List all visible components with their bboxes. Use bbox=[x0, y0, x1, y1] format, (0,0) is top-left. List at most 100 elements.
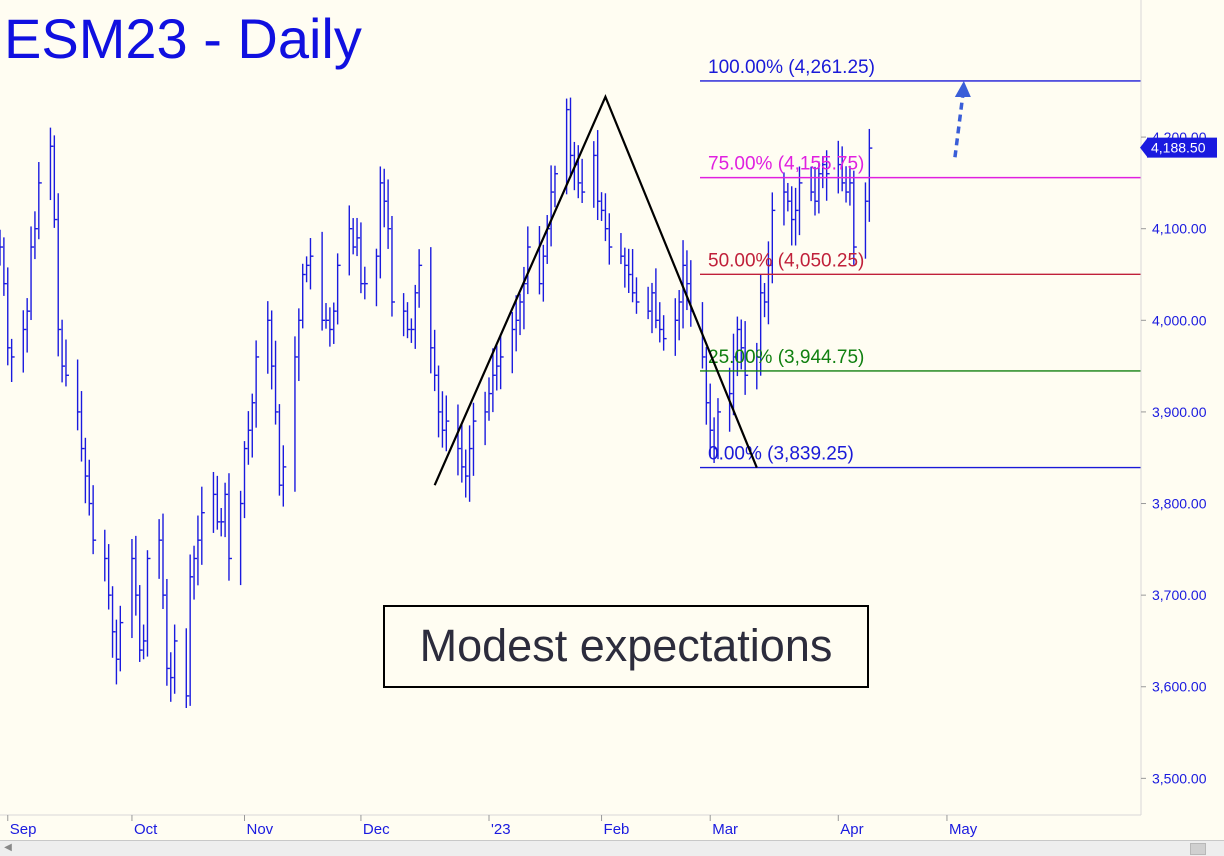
price-bar bbox=[173, 624, 178, 694]
price-bar bbox=[379, 166, 384, 279]
price-bar bbox=[682, 240, 687, 329]
price-bar bbox=[364, 266, 368, 300]
price-bar bbox=[678, 290, 683, 341]
price-bar bbox=[732, 333, 737, 416]
x-tick-label: Nov bbox=[247, 821, 274, 838]
price-bar bbox=[822, 156, 826, 189]
x-tick-label: Sep bbox=[10, 821, 37, 838]
horizontal-scrollbar[interactable]: ◀ bbox=[0, 840, 1224, 856]
x-tick-label: Apr bbox=[840, 821, 863, 838]
price-bar bbox=[88, 459, 93, 516]
price-bar bbox=[104, 529, 108, 582]
price-bar bbox=[352, 218, 357, 255]
fib-level-label: 100.00% (4,261.25) bbox=[708, 57, 875, 78]
price-bar bbox=[542, 244, 547, 302]
price-bar bbox=[496, 345, 500, 391]
price-bar bbox=[519, 293, 524, 336]
price-bar bbox=[162, 513, 166, 610]
price-bar bbox=[433, 329, 438, 392]
y-tick-label: 3,800.00 bbox=[1152, 496, 1207, 512]
price-bar bbox=[115, 619, 120, 685]
price-bar bbox=[61, 319, 66, 383]
price-bar bbox=[690, 260, 694, 327]
y-axis-ticks: 3,500.00 3,600.00 3,700.00 3,800.00 3,900.00… bbox=[1141, 129, 1207, 786]
price-bar bbox=[305, 256, 310, 283]
price-bar bbox=[736, 316, 741, 377]
scroll-left-arrow-icon[interactable]: ◀ bbox=[4, 842, 12, 853]
fib-level-label: 0.00% (3,839.25) bbox=[708, 444, 854, 465]
fib-level: 25.00% (3,944.75) bbox=[700, 347, 1141, 372]
price-bar bbox=[837, 140, 842, 194]
price-bar bbox=[709, 383, 714, 458]
price-bar bbox=[107, 544, 112, 610]
price-bar bbox=[849, 165, 853, 206]
price-bar bbox=[763, 283, 768, 318]
fib-level: 50.00% (4,050.25) bbox=[700, 250, 1141, 275]
pattern-line bbox=[433, 93, 758, 486]
price-bar bbox=[158, 519, 163, 579]
price-bar bbox=[329, 307, 333, 347]
price-bar bbox=[216, 475, 221, 530]
price-bar bbox=[251, 393, 256, 458]
price-bar bbox=[274, 340, 279, 425]
price-bar bbox=[0, 229, 3, 266]
price-bar bbox=[554, 165, 558, 208]
price-bar bbox=[26, 298, 31, 353]
price-bar bbox=[647, 286, 652, 320]
x-tick-label: '23 bbox=[491, 821, 511, 838]
abc-pattern bbox=[433, 80, 971, 486]
annotation-box: Modest expectations bbox=[383, 605, 869, 688]
price-bar bbox=[30, 226, 35, 321]
price-bar bbox=[581, 158, 586, 203]
price-bar bbox=[239, 490, 244, 586]
price-bar bbox=[608, 213, 613, 265]
price-bar bbox=[135, 535, 139, 616]
price-bar bbox=[569, 97, 574, 178]
price-bar bbox=[818, 161, 822, 214]
price-bar bbox=[624, 247, 628, 288]
price-bar bbox=[437, 365, 442, 438]
price-bar bbox=[53, 135, 58, 228]
chart-title: ESM23 - Daily bbox=[4, 7, 362, 70]
price-bar bbox=[267, 301, 271, 374]
price-bar bbox=[465, 449, 469, 498]
price-bar bbox=[468, 425, 473, 502]
price-bar bbox=[34, 211, 38, 260]
price-bar bbox=[10, 338, 15, 382]
price-bar bbox=[771, 192, 776, 284]
last-price-marker: 4,188.50 bbox=[1140, 137, 1217, 158]
price-bar bbox=[515, 295, 520, 352]
price-bar bbox=[600, 192, 605, 221]
price-bar bbox=[744, 321, 749, 395]
price-bar bbox=[387, 179, 392, 249]
price-bar bbox=[759, 274, 764, 376]
price-bar bbox=[662, 315, 667, 351]
price-bar bbox=[674, 298, 679, 356]
price-bar bbox=[651, 282, 655, 334]
price-bar bbox=[146, 550, 151, 657]
price-bar bbox=[22, 310, 27, 373]
price-bar bbox=[717, 398, 721, 460]
price-bar bbox=[348, 205, 353, 276]
price-bar bbox=[445, 395, 450, 452]
x-tick-label: Oct bbox=[134, 821, 158, 838]
x-tick-label: Feb bbox=[604, 821, 630, 838]
scroll-thumb[interactable] bbox=[1190, 843, 1206, 855]
price-bar bbox=[783, 172, 787, 226]
price-bar bbox=[325, 303, 329, 329]
price-bar bbox=[499, 334, 504, 390]
price-bar bbox=[791, 186, 795, 246]
price-bar bbox=[142, 624, 147, 660]
price-bar bbox=[713, 417, 718, 463]
annotation-text: Modest expectations bbox=[420, 620, 833, 671]
price-bar bbox=[488, 377, 492, 421]
price-bar bbox=[402, 293, 407, 337]
last-price-label: 4,188.50 bbox=[1151, 140, 1206, 156]
price-bar bbox=[406, 302, 411, 339]
price-bar bbox=[864, 182, 869, 259]
price-bar bbox=[604, 193, 609, 242]
price-bar bbox=[825, 150, 830, 201]
x-tick-label: Dec bbox=[363, 821, 390, 838]
price-bar bbox=[596, 130, 601, 221]
